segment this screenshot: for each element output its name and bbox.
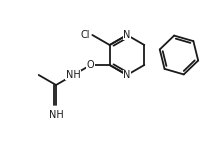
Text: O: O [87,60,94,70]
Text: N: N [123,70,131,80]
Text: NH: NH [49,110,63,120]
Text: N: N [123,30,131,40]
Text: NH: NH [66,70,81,80]
Text: Cl: Cl [81,30,90,40]
